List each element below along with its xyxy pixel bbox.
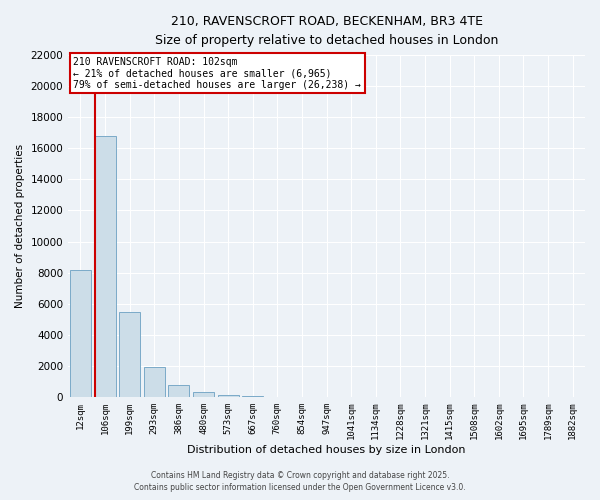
Y-axis label: Number of detached properties: Number of detached properties bbox=[15, 144, 25, 308]
Bar bbox=[169, 386, 190, 397]
Bar bbox=[193, 392, 214, 397]
Title: 210, RAVENSCROFT ROAD, BECKENHAM, BR3 4TE
Size of property relative to detached : 210, RAVENSCROFT ROAD, BECKENHAM, BR3 4T… bbox=[155, 15, 498, 47]
Text: Contains HM Land Registry data © Crown copyright and database right 2025.
Contai: Contains HM Land Registry data © Crown c… bbox=[134, 471, 466, 492]
Bar bbox=[95, 136, 116, 397]
Bar bbox=[70, 270, 91, 397]
X-axis label: Distribution of detached houses by size in London: Distribution of detached houses by size … bbox=[187, 445, 466, 455]
Text: 210 RAVENSCROFT ROAD: 102sqm
← 21% of detached houses are smaller (6,965)
79% of: 210 RAVENSCROFT ROAD: 102sqm ← 21% of de… bbox=[73, 57, 361, 90]
Bar bbox=[242, 396, 263, 397]
Bar bbox=[119, 312, 140, 397]
Bar bbox=[144, 368, 165, 397]
Bar bbox=[218, 394, 239, 397]
